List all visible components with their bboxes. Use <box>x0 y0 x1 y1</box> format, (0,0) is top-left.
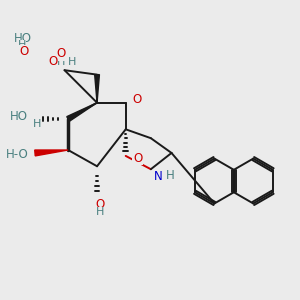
Text: H: H <box>166 169 174 182</box>
Text: O: O <box>133 152 142 165</box>
Text: H: H <box>33 119 41 129</box>
Polygon shape <box>67 103 97 121</box>
Text: HO: HO <box>14 32 32 45</box>
Text: O: O <box>132 93 142 106</box>
Text: H: H <box>17 40 26 50</box>
Text: N: N <box>154 170 163 183</box>
Text: H: H <box>68 57 76 67</box>
Text: H: H <box>96 207 104 217</box>
Text: H-O: H-O <box>6 148 29 161</box>
Text: O: O <box>56 47 66 60</box>
Text: O: O <box>95 198 105 211</box>
Polygon shape <box>35 150 68 156</box>
Text: O: O <box>20 45 29 58</box>
Polygon shape <box>95 75 99 103</box>
Text: O: O <box>48 56 57 68</box>
Text: HO: HO <box>10 110 28 122</box>
Text: H: H <box>57 57 65 67</box>
